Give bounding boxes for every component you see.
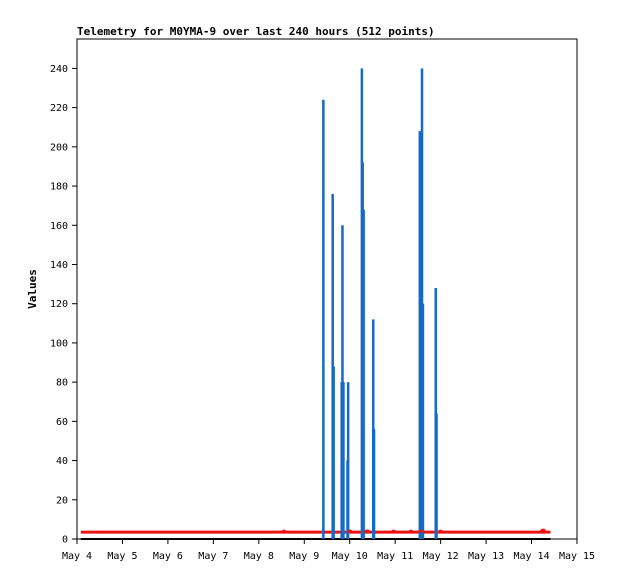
- y-axis-label: Values: [26, 269, 39, 309]
- y-tick-label: 160: [50, 221, 68, 232]
- y-tick-label: 200: [50, 142, 68, 153]
- bar: [346, 382, 350, 539]
- line-point: [364, 529, 369, 533]
- x-tick-label: May 6: [153, 551, 183, 562]
- plot-frame: [76, 38, 578, 540]
- x-tick-label: May 5: [107, 551, 137, 562]
- bar: [342, 382, 345, 539]
- y-tick-label: 40: [56, 456, 68, 467]
- bar: [421, 303, 425, 539]
- y-tick-label: 60: [56, 417, 68, 428]
- line-point: [346, 529, 351, 533]
- line-point: [437, 529, 442, 533]
- x-axis: May 4 May 5 May 6 May 7 May 8 May 9 May 10 May …: [62, 539, 595, 562]
- line-point-segment: [349, 529, 354, 533]
- x-tick-label: May 15: [559, 551, 595, 562]
- bar: [322, 99, 325, 540]
- line-point: [417, 529, 422, 533]
- line-point-segment: [283, 529, 288, 533]
- x-tick-label: May 4: [62, 551, 92, 562]
- y-axis: 0 20 40 60 80 100 120 140 160 180 200 220 240: [50, 64, 77, 546]
- bar: [372, 429, 376, 539]
- line-point-segment: [392, 529, 397, 533]
- x-tick-label: May 7: [198, 551, 228, 562]
- x-tick-label: May 10: [332, 551, 368, 562]
- y-tick-label: 20: [56, 495, 68, 506]
- y-tick-label: 140: [50, 260, 68, 271]
- line-point-segment: [542, 528, 547, 533]
- x-tick-label: May 12: [423, 551, 459, 562]
- x-tick-label: May 11: [377, 551, 413, 562]
- bar: [435, 413, 438, 539]
- y-tick-label: 100: [50, 338, 68, 349]
- y-tick-label: 240: [50, 64, 68, 75]
- chart-title: Telemetry for M0YMA-9 over last 240 hour…: [77, 25, 435, 38]
- y-tick-label: 180: [50, 182, 68, 193]
- line-point: [390, 529, 395, 533]
- line-point: [407, 529, 412, 533]
- x-tick-label: May 14: [513, 551, 549, 562]
- y-tick-label: 220: [50, 103, 68, 114]
- bar: [362, 209, 365, 539]
- line-point-segment: [410, 529, 414, 533]
- line-point-segment: [420, 529, 424, 533]
- bar: [418, 131, 422, 539]
- series-layer: [80, 68, 551, 540]
- y-tick-label: 80: [56, 378, 68, 389]
- line-point-segment: [367, 529, 371, 533]
- bar: [332, 366, 335, 539]
- x-tick-label: May 13: [468, 551, 504, 562]
- line-point-segment: [440, 529, 444, 533]
- x-tick-label: May 9: [289, 551, 319, 562]
- y-tick-label: 0: [62, 535, 68, 546]
- line-point: [280, 529, 285, 533]
- x-tick-label: May 8: [244, 551, 274, 562]
- y-tick-label: 120: [50, 299, 68, 310]
